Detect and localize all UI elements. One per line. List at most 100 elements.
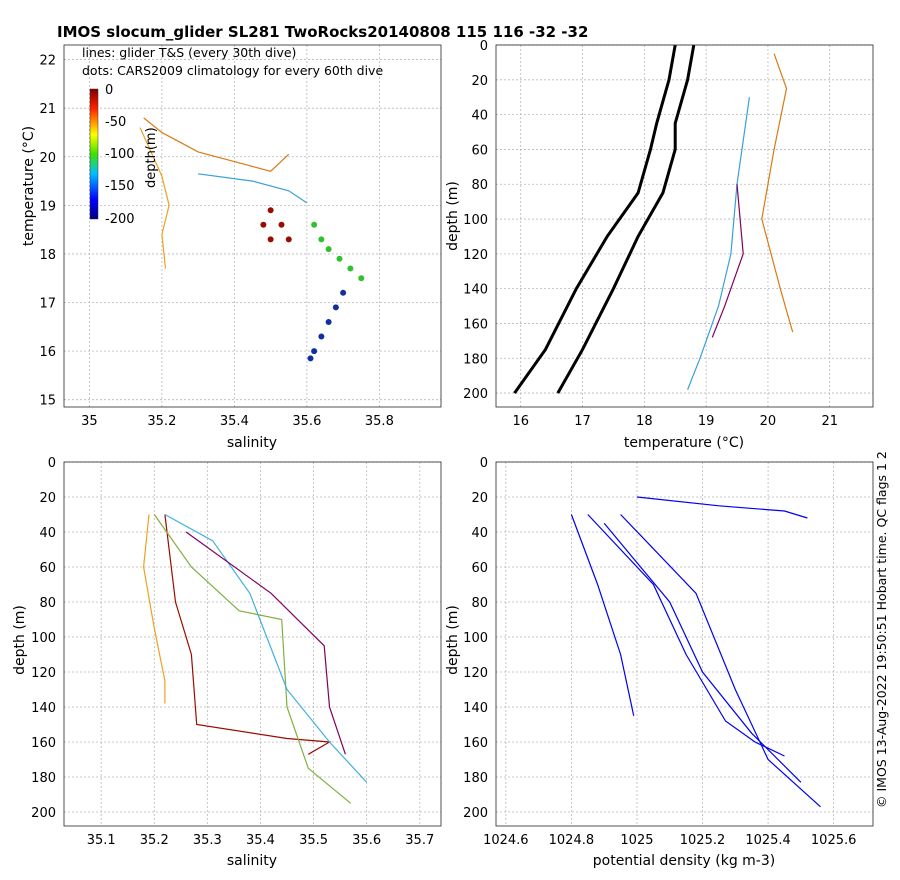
sal-series-line	[164, 513, 368, 783]
temp-ytick: 180	[463, 352, 488, 367]
rho-ylabel: depth (m)	[445, 605, 461, 675]
temp-ytick: 60	[471, 143, 488, 158]
temp-xtick: 19	[698, 414, 715, 429]
temp-xtick: 21	[821, 414, 838, 429]
ts-xlabel: salinity	[227, 435, 277, 451]
panel-salinity-profile: 35.1 35.2 35.3 35.4 35.5 35.6 35.7 0 20 40 60 80 100…	[12, 456, 442, 869]
panel-density-profile: 1024.6 1024.8 1025 1025.2 1025.4 1025.6 0 20 40 6…	[445, 456, 874, 869]
rho-series-line	[570, 514, 635, 716]
sal-series-line	[164, 514, 332, 755]
ts-ytick: 15	[39, 394, 56, 409]
ts-point	[311, 221, 318, 228]
depth-colorbar: 0 -50 -100 -150 -200 depth(m)	[89, 83, 159, 227]
ts-ytick: 20	[39, 151, 56, 166]
sal-ytick: 100	[31, 631, 56, 646]
ts-ytick: 21	[39, 102, 56, 117]
figure-title: IMOS slocum_glider SL281 TwoRocks2014080…	[57, 23, 588, 41]
temp-series-line	[687, 97, 750, 390]
sal-xtick: 35.6	[352, 833, 381, 848]
ts-point	[311, 348, 318, 355]
rho-xtick: 1024.6	[483, 833, 529, 848]
rho-ytick: 40	[471, 526, 488, 541]
sal-series-line	[185, 531, 346, 755]
sal-xtick: 35.4	[246, 833, 275, 848]
temp-xtick: 16	[512, 414, 529, 429]
rho-xlabel: potential density (kg m-3)	[593, 853, 775, 869]
sal-series-line	[142, 514, 166, 704]
temp-xtick: 17	[574, 414, 591, 429]
rho-xtick: 1024.8	[549, 833, 595, 848]
ts-point	[318, 333, 325, 340]
ts-xtick: 35	[81, 414, 98, 429]
sal-ytick: 140	[31, 701, 56, 716]
rho-xtick: 1025.6	[811, 833, 857, 848]
ts-series-line	[143, 117, 290, 172]
sal-ytick: 80	[39, 596, 56, 611]
ts-point	[285, 236, 292, 243]
ts-point	[260, 221, 267, 228]
colorbar-tick-0: 0	[105, 83, 113, 98]
sal-ytick: 40	[39, 526, 56, 541]
temp-series-line	[556, 44, 696, 394]
temp-series-line	[513, 44, 677, 394]
rho-series-line	[603, 522, 802, 783]
ts-series-line	[198, 173, 308, 204]
ts-ylabel: temperature (°C)	[21, 126, 37, 246]
sal-xtick: 35.7	[405, 833, 434, 848]
temp-series-line	[711, 184, 744, 338]
temp-xlabel: temperature (°C)	[624, 435, 744, 451]
temp-ytick: 120	[463, 248, 488, 263]
sal-xlabel: salinity	[227, 853, 277, 869]
ts-point	[347, 265, 354, 272]
rho-ytick: 60	[471, 561, 488, 576]
ts-point	[267, 236, 274, 243]
panel-ts-diagram: 35 35.2 35.4 35.6 35.8 15 16 17 18 19 20 21 22 salin…	[21, 44, 442, 451]
sal-ytick: 20	[39, 491, 56, 506]
ts-point	[358, 275, 365, 282]
sal-ytick: 120	[31, 666, 56, 681]
colorbar-tick-4: -200	[105, 212, 135, 227]
ts-point	[318, 236, 325, 243]
rho-xtick: 1025.2	[680, 833, 726, 848]
rho-ytick: 160	[463, 736, 488, 751]
sal-ytick: 60	[39, 561, 56, 576]
temp-ytick: 80	[471, 178, 488, 193]
colorbar-label: depth(m)	[144, 127, 159, 188]
rho-ytick: 20	[471, 491, 488, 506]
temp-ytick: 100	[463, 213, 488, 228]
legend-line-2: dots: CARS2009 climatology for every 60t…	[82, 63, 383, 78]
ts-ytick: 18	[39, 248, 56, 263]
ts-point	[332, 304, 339, 311]
temp-xtick: 18	[636, 414, 653, 429]
rho-ytick: 140	[463, 701, 488, 716]
rho-series-line	[636, 496, 808, 519]
temp-ytick: 40	[471, 109, 488, 124]
ts-point	[336, 255, 343, 262]
colorbar-tick-3: -150	[105, 179, 135, 194]
sal-xtick: 35.3	[193, 833, 222, 848]
temp-ytick: 0	[480, 39, 488, 54]
sal-ytick: 0	[48, 456, 56, 471]
ts-ytick: 19	[39, 199, 56, 214]
rho-ytick: 80	[471, 596, 488, 611]
ts-series-line	[139, 127, 170, 269]
rho-series-line	[620, 514, 821, 808]
temp-ytick: 140	[463, 283, 488, 298]
ts-ytick: 16	[39, 345, 56, 360]
temp-xtick: 20	[760, 414, 777, 429]
sal-xtick: 35.2	[140, 833, 169, 848]
ts-point	[307, 355, 314, 362]
sal-xtick: 35.5	[299, 833, 328, 848]
ts-xtick: 35.8	[365, 414, 394, 429]
rho-ytick: 100	[463, 631, 488, 646]
ts-point	[340, 289, 347, 296]
sal-series-line	[153, 514, 352, 804]
ts-point	[278, 221, 285, 228]
ts-xtick: 35.4	[220, 414, 249, 429]
ts-ytick: 22	[39, 54, 56, 69]
ts-point	[267, 207, 274, 214]
sal-xtick: 35.1	[87, 833, 116, 848]
rho-xtick: 1025.4	[745, 833, 791, 848]
ts-point	[325, 318, 332, 325]
